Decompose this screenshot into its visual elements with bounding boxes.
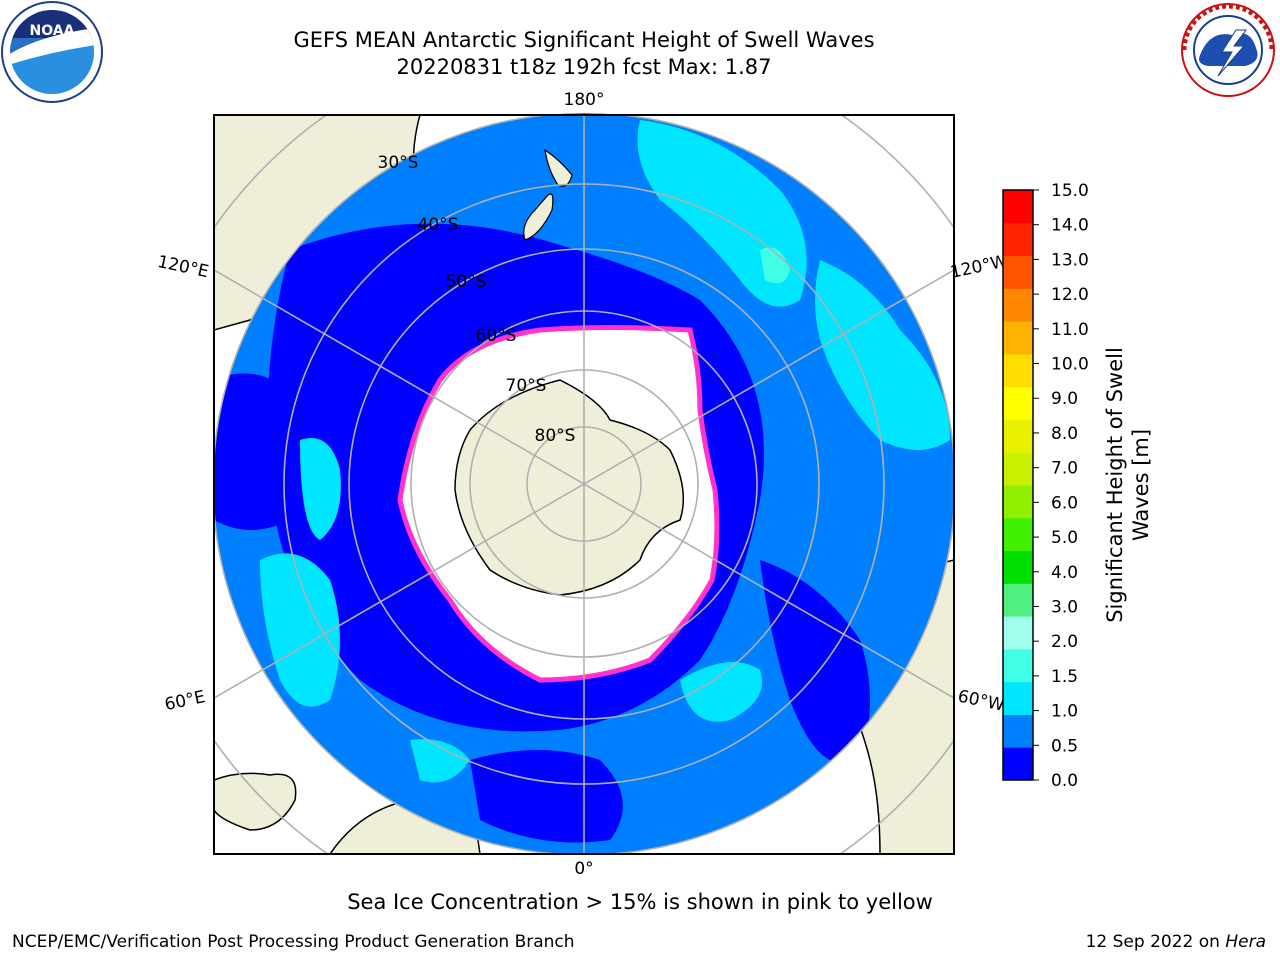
map-frame	[213, 114, 955, 855]
colorbar-band	[1003, 353, 1033, 388]
colorbar-tick-label: 1.0	[1051, 702, 1078, 722]
colorbar-tick-label: 1.5	[1051, 667, 1078, 687]
colorbar-tick-label: 4.0	[1051, 563, 1078, 583]
map-subtitle: 20220831 t18z 192h fcst Max: 1.87	[396, 55, 772, 79]
colorbar-tick-label: 14.0	[1051, 216, 1089, 236]
footer-date-text: 12 Sep 2022 on	[1085, 932, 1220, 952]
colorbar-band	[1003, 485, 1033, 519]
lon-label-0: 0°	[574, 859, 593, 879]
colorbar-tick-label: 8.0	[1051, 424, 1078, 444]
lat-label-80s: 80°S	[535, 426, 576, 446]
madagascar-landmass	[214, 772, 297, 831]
lon-label-60e: 60°E	[163, 687, 207, 715]
lon-label-60w: 60°W	[956, 686, 1006, 715]
colorbar: 15.0 14.0 13.0 12.0 11.0 10.0 9.0 8.0 7.0 6.0 5.0 4…	[1002, 181, 1089, 791]
colorbar-tick-label: 13.0	[1051, 250, 1089, 270]
lat-label-70s: 70°S	[506, 376, 547, 396]
sea-ice-note: Sea Ice Concentration > 15% is shown in …	[347, 890, 933, 914]
colorbar-band	[1003, 550, 1033, 584]
colorbar-tick-label: 12.0	[1051, 285, 1089, 305]
colorbar-tick-label: 10.0	[1051, 355, 1089, 375]
lon-label-120e: 120°E	[156, 252, 211, 282]
colorbar-band	[1003, 648, 1033, 683]
colorbar-tick-label: 7.0	[1051, 459, 1078, 479]
colorbar-tick-label: 2.0	[1051, 632, 1078, 652]
colorbar-tick-label: 3.0	[1051, 597, 1078, 617]
lon-label-180: 180°	[564, 90, 605, 110]
colorbar-band	[1003, 583, 1033, 617]
colorbar-band	[1003, 714, 1033, 748]
colorbar-band	[1003, 321, 1033, 355]
colorbar-tick-label: 0.0	[1051, 771, 1078, 791]
colorbar-band	[1003, 288, 1033, 322]
lat-label-30s: 30°S	[378, 153, 419, 173]
colorbar-frame	[1002, 189, 1034, 781]
colorbar-tick-label: 5.0	[1051, 528, 1078, 548]
colorbar-tick-label: 15.0	[1051, 181, 1089, 201]
noaa-logo-icon: NOAA	[1, 1, 103, 103]
lat-label-50s: 50°S	[446, 272, 487, 292]
colorbar-tick-label: 9.0	[1051, 389, 1078, 409]
colorbar-band	[1003, 190, 1033, 224]
colorbar-band	[1003, 517, 1033, 552]
colorbar-label-line2: Waves [m]	[1129, 428, 1153, 542]
colorbar-tick-label: 0.5	[1051, 736, 1078, 756]
colorbar-band	[1003, 747, 1033, 781]
map-title: GEFS MEAN Antarctic Significant Height o…	[293, 28, 875, 52]
footer-machine: Hera	[1225, 932, 1266, 952]
colorbar-band	[1003, 452, 1033, 486]
footer-credit: NCEP/EMC/Verification Post Processing Pr…	[12, 932, 575, 952]
nws-logo-icon	[1181, 3, 1275, 97]
colorbar-tick-label: 6.0	[1051, 493, 1078, 513]
antarctica-landmass	[454, 379, 685, 596]
lat-label-60s: 60°S	[476, 326, 517, 346]
lon-label-120w: 120°W	[949, 251, 1010, 283]
noaa-logo-text: NOAA	[30, 23, 75, 39]
new-zealand-south	[523, 193, 554, 241]
lat-label-40s: 40°S	[418, 215, 459, 235]
colorbar-label-line1: Significant Height of Swell	[1103, 347, 1127, 623]
colorbar-band	[1003, 616, 1033, 650]
colorbar-band	[1003, 681, 1033, 715]
colorbar-band	[1003, 222, 1033, 257]
colorbar-band	[1003, 419, 1033, 453]
graticule	[214, 115, 954, 854]
colorbar-band	[1003, 386, 1033, 420]
colorbar-tick-label: 11.0	[1051, 320, 1089, 340]
footer-date: 12 Sep 2022 on Hera	[1086, 932, 1266, 952]
colorbar-band	[1003, 255, 1033, 289]
